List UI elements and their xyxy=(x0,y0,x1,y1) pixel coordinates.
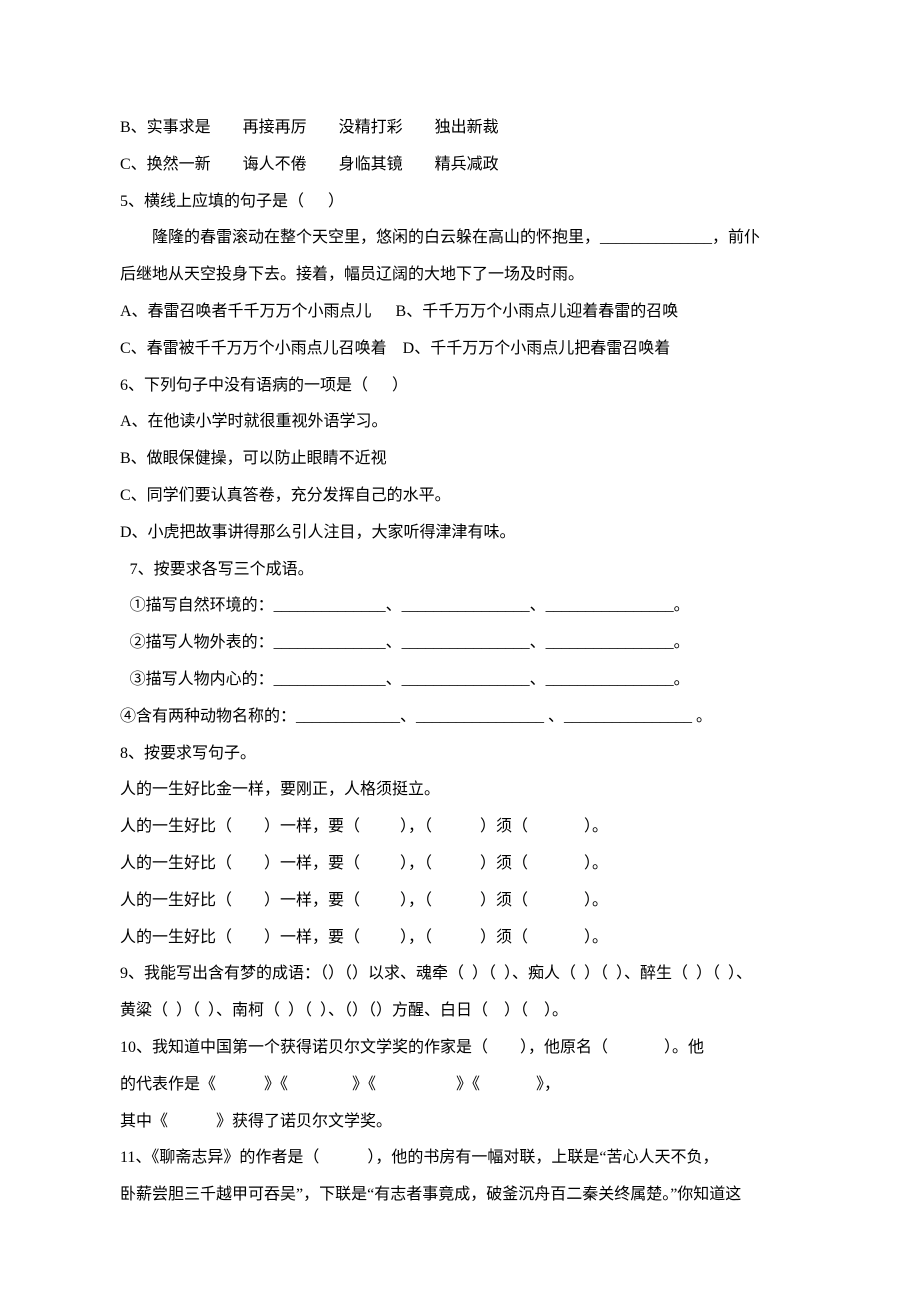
text-line: C、换然一新 诲人不倦 身临其镜 精兵减政 xyxy=(120,147,800,184)
text-line: 的代表作是《 》《 》《 》《 》， xyxy=(120,1067,800,1104)
text-line: 人的一生好比金一样，要刚正，人格须挺立。 xyxy=(120,772,800,809)
text-line: 卧薪尝胆三千越甲可吞吴”，下联是“有志者事竟成，破釜沉舟百二秦关终属楚。”你知道… xyxy=(120,1177,800,1214)
text-line: 黄粱（ ）（ ）、南柯（ ）（ ）、（）（）方醒、白日（ ）（ ）。 xyxy=(120,993,800,1030)
text-line: B、做眼保健操，可以防止眼睛不近视 xyxy=(120,441,800,478)
text-line: A、在他读小学时就很重视外语学习。 xyxy=(120,404,800,441)
text-line: 9、我能写出含有梦的成语：（）（）以求、魂牵（ ）（ ）、痴人（ ）（ ）、醉生… xyxy=(120,956,800,993)
text-line: 人的一生好比（ ）一样，要（ ），（ ）须（ ）。 xyxy=(120,920,800,957)
text-line: 人的一生好比（ ）一样，要（ ），（ ）须（ ）。 xyxy=(120,809,800,846)
text-line: 5、横线上应填的句子是（ ） xyxy=(120,184,800,221)
text-line: 人的一生好比（ ）一样，要（ ），（ ）须（ ）。 xyxy=(120,883,800,920)
text-line: 7、按要求各写三个成语。 xyxy=(120,552,800,589)
text-line: 其中《 》获得了诺贝尔文学奖。 xyxy=(120,1104,800,1141)
text-line: 10、我知道中国第一个获得诺贝尔文学奖的作家是（ ），他原名（ ）。他 xyxy=(120,1030,800,1067)
text-line: B、实事求是 再接再厉 没精打彩 独出新裁 xyxy=(120,110,800,147)
text-line: ③描写人物内心的：______________、________________… xyxy=(120,662,800,699)
text-line: 8、按要求写句子。 xyxy=(120,736,800,773)
text-line: A、春雷召唤者千千万万个小雨点儿 B、千千万万个小雨点儿迎着春雷的召唤 xyxy=(120,294,800,331)
text-line: C、春雷被千千万万个小雨点儿召唤着 D、千千万万个小雨点儿把春雷召唤着 xyxy=(120,331,800,368)
document-page: B、实事求是 再接再厉 没精打彩 独出新裁C、换然一新 诲人不倦 身临其镜 精兵… xyxy=(0,0,920,1274)
text-line: 后继地从天空投身下去。接着，幅员辽阔的大地下了一场及时雨。 xyxy=(120,257,800,294)
text-line: ④含有两种动物名称的：_____________、_______________… xyxy=(120,699,800,736)
text-line: 11、《聊斋志异》的作者是（ ），他的书房有一幅对联，上联是“苦心人天不负， xyxy=(120,1140,800,1177)
text-line: 6、下列句子中没有语病的一项是（ ） xyxy=(120,368,800,405)
text-line: ②描写人物外表的：______________、________________… xyxy=(120,625,800,662)
text-line: 隆隆的春雷滚动在整个天空里，悠闲的白云躲在高山的怀抱里，____________… xyxy=(120,220,800,257)
text-line: C、同学们要认真答卷，充分发挥自己的水平。 xyxy=(120,478,800,515)
text-line: 人的一生好比（ ）一样，要（ ），（ ）须（ ）。 xyxy=(120,846,800,883)
text-line: D、小虎把故事讲得那么引人注目，大家听得津津有味。 xyxy=(120,515,800,552)
text-line: ①描写自然环境的：______________、________________… xyxy=(120,588,800,625)
